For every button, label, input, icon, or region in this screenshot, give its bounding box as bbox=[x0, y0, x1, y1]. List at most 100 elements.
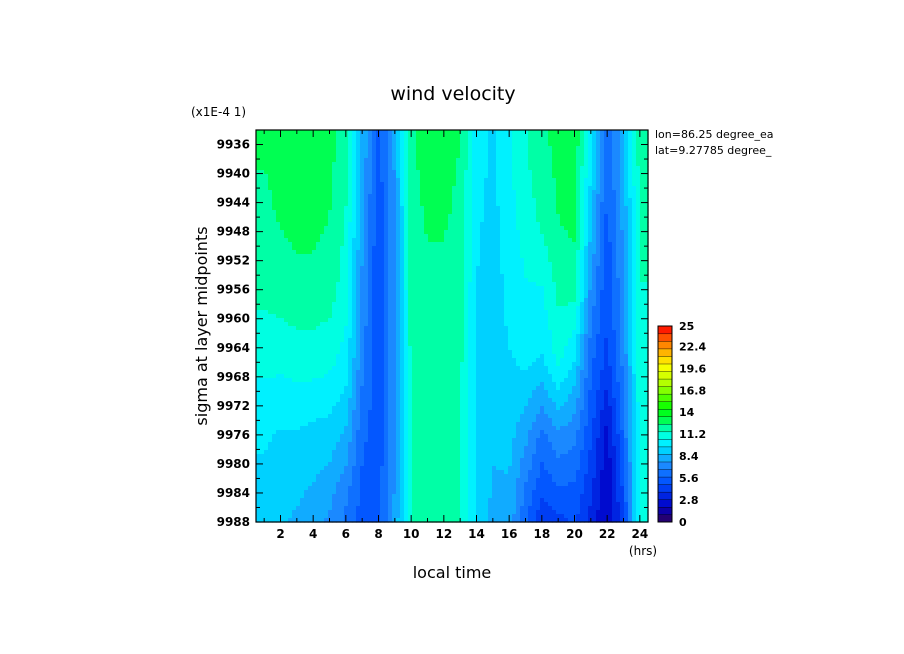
heatmap-cell bbox=[484, 238, 489, 243]
heatmap-cell bbox=[400, 166, 405, 171]
heatmap-cell bbox=[280, 218, 285, 223]
heatmap-cell bbox=[580, 134, 585, 139]
heatmap-cell bbox=[300, 218, 305, 223]
heatmap-cell bbox=[536, 190, 541, 195]
heatmap-cell bbox=[276, 254, 281, 259]
heatmap-cell bbox=[444, 142, 449, 147]
heatmap-cell bbox=[636, 210, 641, 215]
heatmap-cell bbox=[484, 266, 489, 271]
heatmap-cell bbox=[340, 130, 345, 135]
heatmap-cell bbox=[608, 258, 613, 263]
heatmap-cell bbox=[576, 202, 581, 207]
heatmap-cell bbox=[508, 278, 513, 283]
heatmap-cell bbox=[484, 130, 489, 135]
heatmap-cell bbox=[472, 290, 477, 295]
heatmap-cell bbox=[500, 222, 505, 227]
heatmap-cell bbox=[548, 202, 553, 207]
heatmap-cell bbox=[576, 238, 581, 243]
heatmap-cell bbox=[404, 218, 409, 223]
heatmap-cell bbox=[340, 306, 345, 311]
heatmap-cell bbox=[264, 150, 269, 155]
heatmap-cell bbox=[540, 266, 545, 271]
heatmap-cell bbox=[312, 246, 317, 251]
heatmap-cell bbox=[412, 258, 417, 263]
heatmap-cell bbox=[424, 250, 429, 255]
heatmap-cell bbox=[508, 166, 513, 171]
heatmap-cell bbox=[400, 206, 405, 211]
heatmap-cell bbox=[376, 178, 381, 183]
heatmap-cell bbox=[300, 134, 305, 139]
heatmap-cell bbox=[496, 206, 501, 211]
heatmap-cell bbox=[584, 146, 589, 151]
heatmap-cell bbox=[408, 210, 413, 215]
heatmap-cell bbox=[356, 302, 361, 307]
heatmap-cell bbox=[524, 158, 529, 163]
heatmap-cell bbox=[608, 278, 613, 283]
heatmap-cell bbox=[500, 306, 505, 311]
heatmap-cell bbox=[536, 330, 541, 335]
heatmap-cell bbox=[448, 134, 453, 139]
heatmap-cell bbox=[268, 142, 273, 147]
heatmap-cell bbox=[344, 158, 349, 163]
heatmap-cell bbox=[392, 210, 397, 215]
heatmap-cell bbox=[344, 182, 349, 187]
heatmap-cell bbox=[292, 206, 297, 211]
heatmap-cell bbox=[640, 198, 645, 203]
heatmap-cell bbox=[508, 214, 513, 219]
heatmap-cell bbox=[308, 254, 313, 259]
heatmap-cell bbox=[576, 234, 581, 239]
heatmap-cell bbox=[292, 210, 297, 215]
heatmap-cell bbox=[604, 150, 609, 155]
heatmap-cell bbox=[400, 142, 405, 147]
heatmap-cell bbox=[304, 318, 309, 323]
heatmap-cell bbox=[500, 326, 505, 331]
heatmap-cell bbox=[624, 146, 629, 151]
heatmap-cell bbox=[368, 130, 373, 135]
heatmap-cell bbox=[348, 290, 353, 295]
heatmap-cell bbox=[484, 226, 489, 231]
heatmap-cell bbox=[424, 234, 429, 239]
heatmap-cell bbox=[596, 322, 601, 327]
heatmap-cell bbox=[356, 294, 361, 299]
heatmap-cell bbox=[260, 186, 265, 191]
heatmap-cell bbox=[552, 258, 557, 263]
heatmap-cell bbox=[480, 186, 485, 191]
heatmap-cell bbox=[268, 242, 273, 247]
heatmap-cell bbox=[356, 190, 361, 195]
heatmap-cell bbox=[296, 150, 301, 155]
heatmap-cell bbox=[596, 138, 601, 143]
heatmap-cell bbox=[524, 302, 529, 307]
heatmap-cell bbox=[528, 174, 533, 179]
heatmap-cell bbox=[476, 266, 481, 271]
heatmap-cell bbox=[428, 218, 433, 223]
heatmap-cell bbox=[464, 282, 469, 287]
heatmap-cell bbox=[484, 178, 489, 183]
heatmap-cell bbox=[380, 226, 385, 231]
heatmap-cell bbox=[624, 222, 629, 227]
heatmap-cell bbox=[616, 206, 621, 211]
heatmap-cell bbox=[312, 230, 317, 235]
heatmap-cell bbox=[292, 166, 297, 171]
heatmap-cell bbox=[628, 130, 633, 135]
heatmap-cell bbox=[620, 226, 625, 231]
heatmap-cell bbox=[600, 206, 605, 211]
heatmap-cell bbox=[432, 286, 437, 291]
heatmap-cell bbox=[624, 174, 629, 179]
heatmap-cell bbox=[568, 270, 573, 275]
heatmap-cell bbox=[540, 278, 545, 283]
heatmap-cell bbox=[580, 142, 585, 147]
heatmap-cell bbox=[316, 198, 321, 203]
heatmap-cell bbox=[312, 222, 317, 227]
heatmap-cell bbox=[448, 214, 453, 219]
heatmap-cell bbox=[548, 226, 553, 231]
heatmap-cell bbox=[532, 250, 537, 255]
heatmap-cell bbox=[584, 290, 589, 295]
heatmap-cell bbox=[488, 194, 493, 199]
heatmap-cell bbox=[364, 254, 369, 259]
heatmap-cell bbox=[452, 298, 457, 303]
heatmap-cell bbox=[316, 234, 321, 239]
heatmap-cell bbox=[332, 290, 337, 295]
heatmap-cell bbox=[300, 242, 305, 247]
heatmap-cell bbox=[420, 190, 425, 195]
heatmap-cell bbox=[552, 246, 557, 251]
